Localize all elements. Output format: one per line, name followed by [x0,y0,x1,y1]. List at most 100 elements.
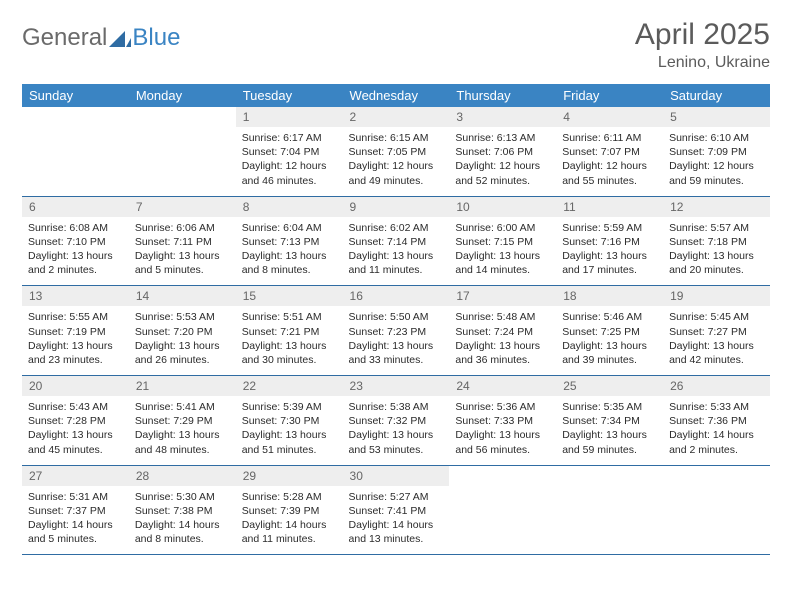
daylight-line: Daylight: 12 hours and 52 minutes. [455,159,550,187]
day-number: 21 [129,376,236,397]
sunrise-line: Sunrise: 5:35 AM [562,400,657,414]
location: Lenino, Ukraine [635,54,770,72]
day-cell: Sunrise: 6:11 AMSunset: 7:07 PMDaylight:… [556,127,663,196]
daylight-line: Daylight: 13 hours and 42 minutes. [669,339,764,367]
sunrise-line: Sunrise: 5:50 AM [349,310,444,324]
sunrise-line: Sunrise: 6:11 AM [562,131,657,145]
day-number: 14 [129,286,236,307]
week-row: Sunrise: 5:31 AMSunset: 7:37 PMDaylight:… [22,486,770,555]
sunrise-line: Sunrise: 5:46 AM [562,310,657,324]
sunset-line: Sunset: 7:27 PM [669,325,764,339]
day-cell: Sunrise: 5:33 AMSunset: 7:36 PMDaylight:… [663,396,770,465]
dow-mon: Monday [129,84,236,107]
daylight-line: Daylight: 14 hours and 11 minutes. [242,518,337,546]
sunset-line: Sunset: 7:41 PM [349,504,444,518]
daylight-line: Daylight: 13 hours and 8 minutes. [242,249,337,277]
day-cell: Sunrise: 5:31 AMSunset: 7:37 PMDaylight:… [22,486,129,555]
sunrise-line: Sunrise: 5:57 AM [669,221,764,235]
day-cell: Sunrise: 5:36 AMSunset: 7:33 PMDaylight:… [449,396,556,465]
day-number: 8 [236,196,343,217]
daylight-line: Daylight: 13 hours and 2 minutes. [28,249,123,277]
dow-fri: Friday [556,84,663,107]
sunrise-line: Sunrise: 5:36 AM [455,400,550,414]
day-number: 4 [556,107,663,127]
daylight-line: Daylight: 13 hours and 36 minutes. [455,339,550,367]
daylight-line: Daylight: 13 hours and 11 minutes. [349,249,444,277]
sunset-line: Sunset: 7:38 PM [135,504,230,518]
title-block: April 2025 Lenino, Ukraine [635,18,770,72]
sunset-line: Sunset: 7:16 PM [562,235,657,249]
daylight-line: Daylight: 13 hours and 56 minutes. [455,428,550,456]
daynum-row: 13141516171819 [22,286,770,307]
sunrise-line: Sunrise: 6:10 AM [669,131,764,145]
sunrise-line: Sunrise: 6:00 AM [455,221,550,235]
sunset-line: Sunset: 7:21 PM [242,325,337,339]
daylight-line: Daylight: 13 hours and 23 minutes. [28,339,123,367]
day-cell: Sunrise: 5:53 AMSunset: 7:20 PMDaylight:… [129,306,236,375]
sunset-line: Sunset: 7:32 PM [349,414,444,428]
dow-wed: Wednesday [343,84,450,107]
sunrise-line: Sunrise: 6:17 AM [242,131,337,145]
day-cell: Sunrise: 5:51 AMSunset: 7:21 PMDaylight:… [236,306,343,375]
header: General Blue April 2025 Lenino, Ukraine [22,18,770,72]
day-number: 23 [343,376,450,397]
sunset-line: Sunset: 7:33 PM [455,414,550,428]
day-cell [129,127,236,196]
sunrise-line: Sunrise: 5:45 AM [669,310,764,324]
sunrise-line: Sunrise: 6:08 AM [28,221,123,235]
page-title: April 2025 [635,18,770,52]
sunset-line: Sunset: 7:23 PM [349,325,444,339]
day-number: 10 [449,196,556,217]
sunrise-line: Sunrise: 5:59 AM [562,221,657,235]
sunset-line: Sunset: 7:29 PM [135,414,230,428]
sunrise-line: Sunrise: 6:02 AM [349,221,444,235]
day-number: 12 [663,196,770,217]
week-row: Sunrise: 5:43 AMSunset: 7:28 PMDaylight:… [22,396,770,465]
day-cell: Sunrise: 5:59 AMSunset: 7:16 PMDaylight:… [556,217,663,286]
daylight-line: Daylight: 12 hours and 49 minutes. [349,159,444,187]
daylight-line: Daylight: 13 hours and 33 minutes. [349,339,444,367]
daylight-line: Daylight: 14 hours and 8 minutes. [135,518,230,546]
sunset-line: Sunset: 7:24 PM [455,325,550,339]
daylight-line: Daylight: 13 hours and 30 minutes. [242,339,337,367]
sunset-line: Sunset: 7:37 PM [28,504,123,518]
sunset-line: Sunset: 7:10 PM [28,235,123,249]
day-cell: Sunrise: 5:39 AMSunset: 7:30 PMDaylight:… [236,396,343,465]
day-number: 6 [22,196,129,217]
daynum-row: 27282930 [22,465,770,486]
sunrise-line: Sunrise: 5:41 AM [135,400,230,414]
day-cell: Sunrise: 6:17 AMSunset: 7:04 PMDaylight:… [236,127,343,196]
sunset-line: Sunset: 7:25 PM [562,325,657,339]
day-cell: Sunrise: 5:48 AMSunset: 7:24 PMDaylight:… [449,306,556,375]
day-number: 11 [556,196,663,217]
sunset-line: Sunset: 7:13 PM [242,235,337,249]
day-cell: Sunrise: 5:41 AMSunset: 7:29 PMDaylight:… [129,396,236,465]
daynum-row: 6789101112 [22,196,770,217]
sunset-line: Sunset: 7:39 PM [242,504,337,518]
day-cell: Sunrise: 6:10 AMSunset: 7:09 PMDaylight:… [663,127,770,196]
dow-tue: Tuesday [236,84,343,107]
daylight-line: Daylight: 13 hours and 5 minutes. [135,249,230,277]
sunrise-line: Sunrise: 5:53 AM [135,310,230,324]
day-cell [22,127,129,196]
sunset-line: Sunset: 7:04 PM [242,145,337,159]
day-number: 28 [129,465,236,486]
day-cell: Sunrise: 5:50 AMSunset: 7:23 PMDaylight:… [343,306,450,375]
daynum-row: 12345 [22,107,770,127]
logo-sail-icon [109,29,131,47]
daylight-line: Daylight: 13 hours and 51 minutes. [242,428,337,456]
day-number [22,107,129,127]
daylight-line: Daylight: 13 hours and 17 minutes. [562,249,657,277]
day-cell: Sunrise: 5:55 AMSunset: 7:19 PMDaylight:… [22,306,129,375]
sunrise-line: Sunrise: 5:30 AM [135,490,230,504]
day-cell: Sunrise: 5:46 AMSunset: 7:25 PMDaylight:… [556,306,663,375]
sunrise-line: Sunrise: 5:28 AM [242,490,337,504]
dow-thu: Thursday [449,84,556,107]
sunset-line: Sunset: 7:11 PM [135,235,230,249]
day-cell: Sunrise: 6:06 AMSunset: 7:11 PMDaylight:… [129,217,236,286]
day-number: 13 [22,286,129,307]
day-cell: Sunrise: 5:45 AMSunset: 7:27 PMDaylight:… [663,306,770,375]
day-cell: Sunrise: 5:43 AMSunset: 7:28 PMDaylight:… [22,396,129,465]
day-cell: Sunrise: 6:00 AMSunset: 7:15 PMDaylight:… [449,217,556,286]
sunrise-line: Sunrise: 5:33 AM [669,400,764,414]
